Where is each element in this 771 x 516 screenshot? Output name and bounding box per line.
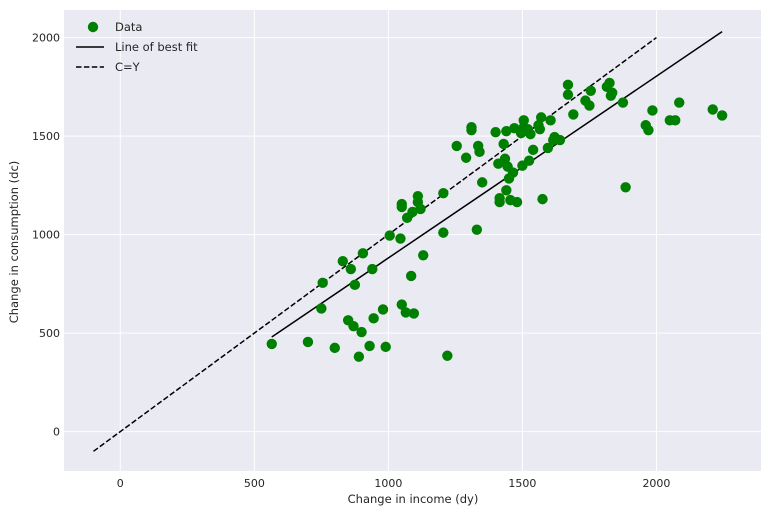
data-point bbox=[357, 248, 369, 259]
plot-background bbox=[64, 10, 761, 471]
data-point bbox=[367, 263, 378, 275]
legend-label-best-fit: Line of best fit bbox=[115, 40, 198, 54]
data-point bbox=[542, 142, 554, 154]
data-point bbox=[353, 351, 365, 362]
legend: Data Line of best fit C=Y bbox=[76, 20, 198, 74]
data-point bbox=[501, 185, 512, 196]
data-point bbox=[647, 105, 658, 116]
data-point bbox=[545, 115, 556, 126]
data-point bbox=[507, 167, 519, 178]
data-point bbox=[316, 303, 327, 314]
data-point bbox=[562, 79, 574, 91]
data-point bbox=[345, 263, 357, 275]
data-point bbox=[585, 85, 596, 96]
data-point bbox=[537, 193, 548, 205]
data-point bbox=[607, 87, 618, 98]
data-point bbox=[384, 230, 395, 241]
data-point bbox=[511, 196, 523, 208]
data-point bbox=[474, 146, 485, 158]
data-point bbox=[405, 270, 417, 282]
y-tick-label: 500 bbox=[39, 327, 60, 340]
data-point bbox=[460, 152, 472, 163]
data-point bbox=[477, 177, 488, 188]
y-tick-label: 0 bbox=[53, 426, 60, 439]
data-point bbox=[674, 97, 685, 108]
data-point bbox=[527, 144, 539, 156]
data-point bbox=[490, 126, 501, 138]
data-point bbox=[518, 115, 529, 126]
x-tick-label: 1500 bbox=[508, 477, 536, 490]
data-point bbox=[525, 128, 536, 140]
legend-label-cy: C=Y bbox=[115, 60, 141, 74]
data-point bbox=[494, 192, 505, 204]
data-point bbox=[438, 227, 449, 238]
legend-marker-data bbox=[87, 21, 99, 33]
data-point bbox=[368, 313, 379, 324]
data-point bbox=[643, 124, 654, 136]
data-point bbox=[554, 134, 566, 146]
y-tick-labels: 0 500 1000 1500 2000 bbox=[32, 32, 60, 439]
data-point bbox=[329, 342, 340, 354]
data-point bbox=[498, 138, 509, 150]
data-point bbox=[438, 188, 449, 199]
data-point bbox=[407, 206, 418, 218]
data-point bbox=[396, 299, 407, 310]
x-axis-label: Change in income (dy) bbox=[348, 492, 479, 506]
data-point bbox=[604, 77, 615, 89]
data-point bbox=[302, 336, 314, 348]
legend-label-data: Data bbox=[115, 20, 142, 34]
series-lines bbox=[93, 31, 723, 452]
x-tick-labels: 0 500 1000 1500 2000 bbox=[117, 477, 671, 490]
data-point bbox=[337, 255, 348, 267]
data-point bbox=[617, 97, 629, 108]
data-point bbox=[534, 123, 546, 135]
data-point bbox=[408, 308, 420, 319]
x-tick-label: 500 bbox=[244, 477, 265, 490]
x-tick-label: 0 bbox=[117, 477, 124, 490]
x-tick-label: 1000 bbox=[374, 477, 402, 490]
data-point bbox=[707, 104, 718, 115]
data-point bbox=[415, 203, 426, 215]
data-point bbox=[348, 320, 359, 332]
data-point bbox=[716, 110, 728, 121]
data-point bbox=[471, 224, 483, 235]
data-point bbox=[523, 155, 535, 166]
data-point bbox=[442, 350, 453, 361]
data-point bbox=[412, 190, 424, 202]
data-point bbox=[499, 153, 511, 164]
data-point bbox=[395, 233, 406, 244]
data-point bbox=[418, 250, 429, 261]
data-point bbox=[466, 122, 477, 133]
data-point bbox=[364, 340, 375, 352]
y-axis-label: Change in consumption (dc) bbox=[7, 161, 21, 324]
data-point bbox=[396, 198, 407, 210]
data-point bbox=[377, 304, 389, 315]
data-point bbox=[266, 338, 277, 350]
data-point bbox=[400, 307, 411, 318]
data-points bbox=[266, 77, 728, 362]
data-point bbox=[380, 341, 391, 353]
data-point bbox=[501, 125, 512, 137]
data-point bbox=[535, 112, 547, 123]
data-point bbox=[349, 279, 361, 291]
data-point bbox=[620, 182, 631, 193]
y-tick-label: 1500 bbox=[32, 130, 60, 143]
data-point bbox=[670, 115, 681, 126]
data-point bbox=[584, 100, 595, 111]
x-tick-label: 2000 bbox=[642, 477, 670, 490]
y-tick-label: 2000 bbox=[32, 32, 60, 45]
data-point bbox=[568, 109, 579, 120]
cy-line bbox=[93, 36, 657, 452]
data-point bbox=[356, 326, 367, 338]
data-point bbox=[317, 277, 328, 289]
best-fit-line bbox=[271, 31, 723, 338]
y-tick-label: 1000 bbox=[32, 229, 60, 242]
data-point bbox=[562, 89, 574, 100]
data-point bbox=[451, 140, 462, 152]
